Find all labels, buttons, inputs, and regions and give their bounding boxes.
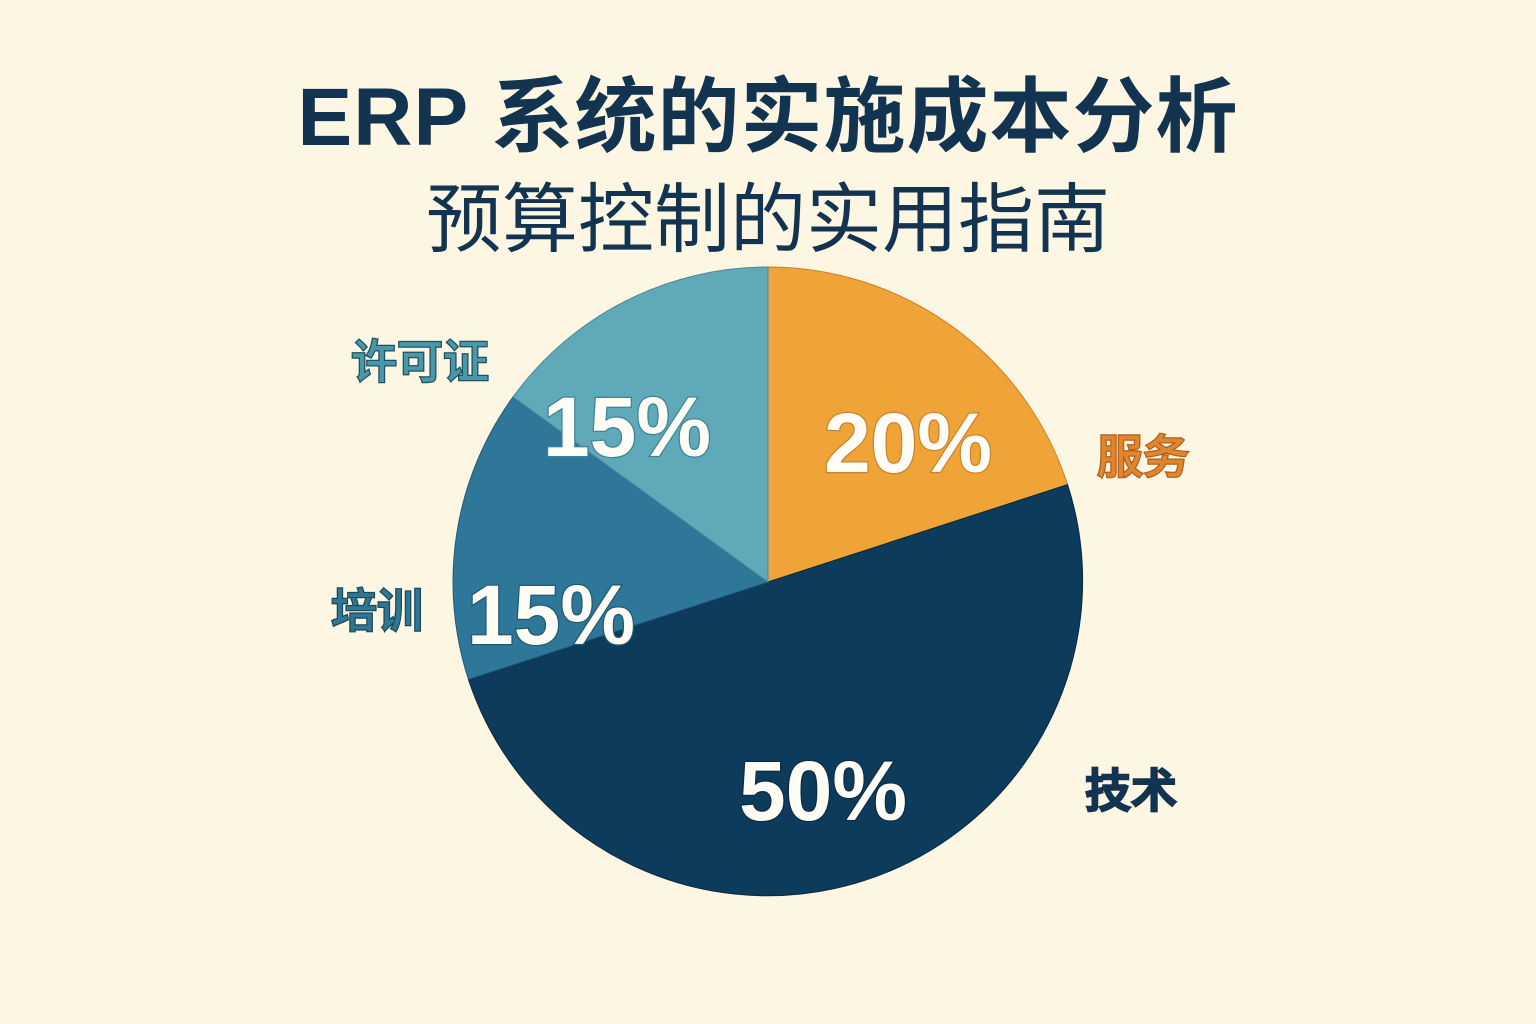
svg-text:20%: 20% <box>824 396 992 490</box>
svg-text:服务: 服务 <box>1097 431 1189 483</box>
svg-text:15%: 15% <box>467 568 635 662</box>
svg-text:技术: 技术 <box>1085 765 1177 817</box>
svg-text:培训: 培训 <box>331 585 423 637</box>
svg-text:15%: 15% <box>543 380 711 474</box>
svg-text:许可证: 许可证 <box>351 336 489 388</box>
svg-text:50%: 50% <box>739 744 907 838</box>
